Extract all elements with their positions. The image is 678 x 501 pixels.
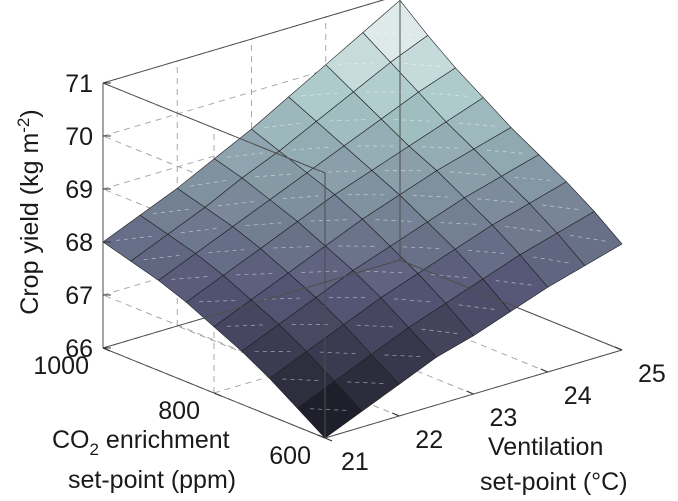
x-tick-mark xyxy=(540,368,548,373)
surface xyxy=(102,0,623,439)
surface-mesh-mark xyxy=(486,149,526,154)
z-tick-label: 71 xyxy=(65,70,93,98)
surface-mesh-mark xyxy=(319,351,359,355)
surface-mesh-mark xyxy=(217,200,257,207)
surface-mesh-mark xyxy=(143,254,183,261)
x-axis-label-line2: set-point (°C) xyxy=(480,468,628,496)
surface-mesh-mark xyxy=(375,32,415,36)
frame-edge xyxy=(102,259,401,349)
surface-mesh-mark xyxy=(319,170,359,173)
surface-mesh-mark xyxy=(301,270,341,273)
x-tick-mark xyxy=(317,434,326,439)
x-tick-label: 22 xyxy=(415,426,443,454)
surface-mesh-mark xyxy=(292,146,332,151)
y-tick-mark xyxy=(102,347,111,352)
surface-mesh-mark xyxy=(459,122,499,127)
surface-mesh-mark xyxy=(264,297,304,300)
surface-mesh-mark xyxy=(458,304,498,311)
grid-line-z-sidewall xyxy=(102,294,326,386)
surface-mesh-mark xyxy=(366,270,406,274)
surface-mesh-mark xyxy=(468,249,508,254)
x-tick-label: 24 xyxy=(564,382,592,410)
surface-mesh-mark xyxy=(505,226,545,232)
z-tick-label: 69 xyxy=(65,176,93,204)
grid-line-z-sidewall xyxy=(102,135,326,227)
surface-mesh-mark xyxy=(430,274,470,279)
y-tick-mark xyxy=(324,437,333,442)
x-tick-mark xyxy=(466,390,474,395)
y-tick-label: 600 xyxy=(269,442,311,470)
z-tick-label: 68 xyxy=(65,229,93,257)
surface-mesh-mark xyxy=(394,119,434,122)
surface-mesh-mark xyxy=(115,235,155,241)
y-axis-label-line1: CO2 enrichment xyxy=(52,426,230,459)
surface-mesh-mark xyxy=(245,222,285,226)
surface-mesh-mark xyxy=(449,171,489,176)
surface-mesh-mark xyxy=(153,208,193,214)
surface-mesh-mark xyxy=(338,62,378,65)
x-tick-mark xyxy=(392,412,400,417)
surface-mesh-mark xyxy=(514,176,554,181)
x-tick-mark xyxy=(614,346,623,351)
surface-mesh-mark xyxy=(570,234,610,243)
surface-mesh-mark xyxy=(412,195,452,198)
surface-mesh-mark xyxy=(375,219,415,222)
surface-mesh-mark xyxy=(532,256,572,264)
x-tick-label: 25 xyxy=(638,360,666,388)
surface-mesh-mark xyxy=(329,119,369,122)
surface-mesh-mark xyxy=(180,227,220,234)
y-tick-label: 800 xyxy=(158,397,200,425)
frame-edge xyxy=(102,82,326,174)
surface-mesh-mark xyxy=(310,219,350,222)
z-axis-label: Crop yield (kg m-2) xyxy=(14,109,44,314)
surface-mesh-mark xyxy=(542,204,582,211)
surface-mesh-mark xyxy=(199,299,239,303)
surface-mesh-mark xyxy=(393,298,433,303)
frame-edge xyxy=(399,259,623,351)
surface-mesh-mark xyxy=(273,246,313,249)
y-axis-label-line2: set-point (ppm) xyxy=(68,466,236,494)
x-tick-label: 23 xyxy=(490,404,518,432)
surface-mesh-mark xyxy=(495,280,535,286)
surface-mesh-mark xyxy=(171,276,211,280)
surface-mesh-mark xyxy=(190,179,230,187)
frame-edge xyxy=(102,0,385,84)
surface-mesh-mark xyxy=(403,63,443,68)
grid-line-x-floor xyxy=(177,325,400,417)
surface-mesh-mark xyxy=(384,354,424,358)
grid-line-z-sidewall xyxy=(102,188,326,280)
x-tick-label: 21 xyxy=(341,448,369,476)
y-tick-mark xyxy=(213,392,222,397)
surface-mesh-mark xyxy=(282,378,322,382)
surface-mesh-mark xyxy=(421,328,461,335)
surface-mesh-mark xyxy=(301,92,341,97)
surface-mesh-mark xyxy=(421,146,461,149)
z-tick-label: 66 xyxy=(65,335,93,363)
surface-mesh-mark xyxy=(264,122,304,128)
tick-labels: 66 67 68 69 70 71 600 800 1000 21 22 23 24 25 xyxy=(33,70,665,476)
surface-mesh-mark xyxy=(236,273,276,276)
surface-mesh-mark xyxy=(282,195,322,200)
surface-mesh-mark xyxy=(440,222,480,225)
surface-mesh-mark xyxy=(208,249,248,253)
z-tick-label: 67 xyxy=(65,282,93,310)
surface-mesh-mark xyxy=(477,198,517,203)
surface-mesh-mark xyxy=(356,324,396,328)
surface-mesh-mark xyxy=(255,173,295,178)
surface-mesh-mark xyxy=(226,324,266,327)
y-tick-label: 1000 xyxy=(33,352,89,380)
surface-mesh-mark xyxy=(310,408,350,411)
surface-mesh-mark xyxy=(347,381,387,384)
x-axis-label-line1: Ventilation xyxy=(488,433,603,461)
surface-mesh-mark xyxy=(403,246,443,249)
surface-mesh-mark xyxy=(227,152,267,158)
z-tick-label: 70 xyxy=(65,123,93,151)
surface-mesh-mark xyxy=(431,92,471,97)
